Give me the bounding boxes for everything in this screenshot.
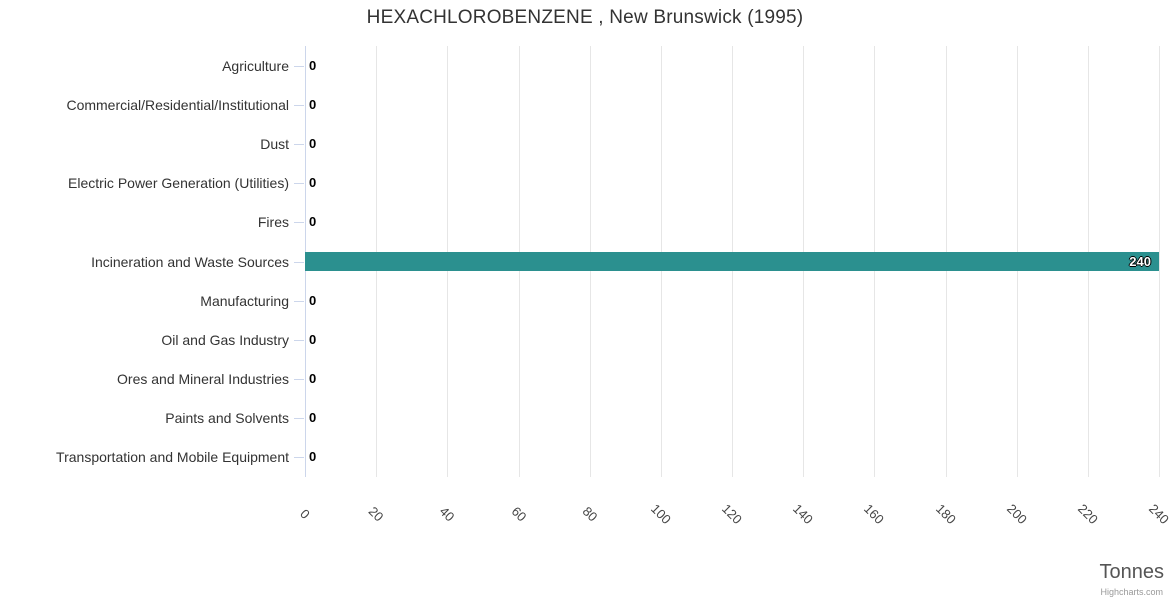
category-label: Fires bbox=[257, 214, 289, 231]
x-axis-tick-text: 40 bbox=[436, 503, 458, 525]
category-label: Incineration and Waste Sources bbox=[91, 253, 289, 270]
x-axis-title: Tonnes bbox=[1099, 561, 1165, 583]
zero-data-label: 0 bbox=[309, 449, 317, 465]
x-axis-tick-text: 20 bbox=[365, 503, 387, 525]
zero-data-label: 0 bbox=[309, 175, 317, 191]
highcharts-credit-link[interactable]: Highcharts.com bbox=[1100, 587, 1163, 597]
category-tick-mark bbox=[294, 457, 304, 459]
x-axis-tick-text: 0 bbox=[297, 506, 313, 522]
category-tick-mark bbox=[294, 300, 304, 302]
x-axis-tick-text: 60 bbox=[508, 503, 529, 525]
category-tick-mark bbox=[294, 104, 304, 106]
category-tick-mark bbox=[294, 143, 304, 145]
category-tick-mark bbox=[294, 65, 304, 67]
zero-data-label: 0 bbox=[309, 57, 317, 73]
x-axis-tick-text: 220 bbox=[1074, 501, 1101, 527]
category-label: Agriculture bbox=[222, 57, 289, 74]
category-label: Ores and Mineral Industries bbox=[117, 371, 289, 388]
category-tick-mark bbox=[294, 261, 304, 263]
x-axis-tick-text: 100 bbox=[647, 501, 674, 527]
category-tick-mark bbox=[294, 183, 304, 185]
zero-data-label: 0 bbox=[309, 410, 317, 426]
zero-data-label: 0 bbox=[309, 96, 317, 112]
category-label: Electric Power Generation (Utilities) bbox=[68, 175, 289, 192]
zero-data-label: 0 bbox=[309, 135, 317, 151]
x-axis-tick-text: 160 bbox=[861, 501, 888, 527]
category-tick-mark bbox=[294, 418, 304, 420]
zero-data-label: 0 bbox=[309, 371, 317, 387]
bar-data-label: 240 bbox=[1129, 254, 1151, 269]
category-label: Oil and Gas Industry bbox=[161, 331, 289, 348]
x-axis-tick-text: 80 bbox=[579, 503, 601, 525]
category-label: Transportation and Mobile Equipment bbox=[56, 449, 289, 466]
category-label: Paints and Solvents bbox=[165, 410, 289, 427]
category-label: Commercial/Residential/Institutional bbox=[66, 96, 289, 113]
x-axis-tick-text: 140 bbox=[790, 501, 817, 527]
bar-incineration-and-waste-sources[interactable] bbox=[305, 252, 1159, 271]
chart-title: HEXACHLOROBENZENE , New Brunswick (1995) bbox=[366, 7, 804, 28]
x-axis-tick-text: 200 bbox=[1003, 501, 1030, 527]
category-tick-mark bbox=[294, 222, 304, 224]
category-tick-mark bbox=[294, 379, 304, 381]
category-tick-mark bbox=[294, 339, 304, 341]
x-axis-tick-text: 120 bbox=[719, 501, 745, 527]
category-label: Manufacturing bbox=[200, 292, 289, 309]
zero-data-label: 0 bbox=[309, 292, 317, 308]
x-axis-tick-text: 240 bbox=[1146, 501, 1170, 527]
x-gridline bbox=[1159, 46, 1160, 477]
category-label: Dust bbox=[260, 135, 289, 152]
zero-data-label: 0 bbox=[309, 214, 317, 230]
x-axis-tick-text: 180 bbox=[932, 501, 959, 527]
zero-data-label: 0 bbox=[309, 331, 317, 347]
